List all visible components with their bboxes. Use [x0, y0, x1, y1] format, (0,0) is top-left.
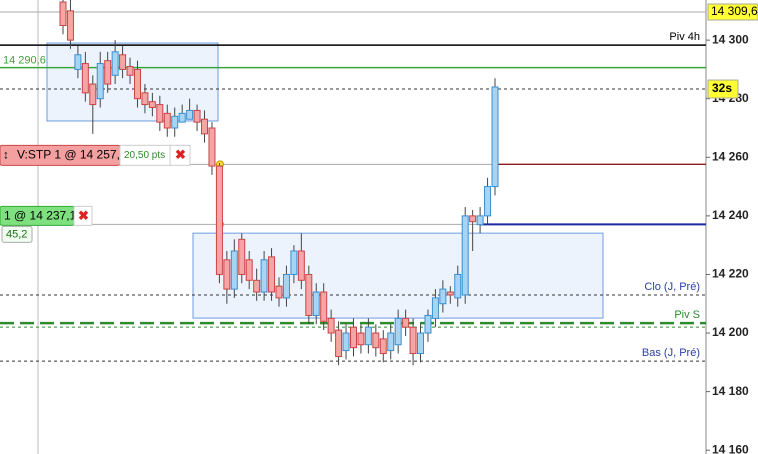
candle-body: [238, 238, 246, 275]
candle-body: [163, 112, 171, 129]
candle-body: [230, 250, 238, 290]
candle-body: [402, 317, 410, 328]
pnl-box: [1, 225, 33, 243]
candle-body: [208, 127, 216, 167]
candle-body: [104, 60, 112, 85]
candle-body: [431, 297, 439, 319]
pnl-label: 45,2: [6, 228, 27, 240]
stop-label: V:STP 1 @ 14 257,6: [17, 147, 127, 161]
candle-body: [260, 259, 268, 293]
candle-body: [141, 92, 149, 106]
candle-body: [59, 1, 67, 26]
candle-body: [335, 329, 343, 357]
candle-body: [156, 104, 164, 123]
y-tick-label: 14 200: [712, 325, 749, 339]
y-tick-label: 14 180: [712, 384, 749, 398]
y-tick-label: 14 240: [712, 208, 749, 222]
candle-body: [282, 273, 290, 299]
candle-body: [253, 279, 261, 293]
stop-icon: ↕: [3, 147, 9, 161]
close-icon: ✖: [175, 147, 186, 162]
y-tick-label: 14 260: [712, 149, 749, 163]
candle-body: [409, 326, 417, 355]
candle-body: [439, 288, 447, 305]
candle-body: [476, 215, 484, 226]
candle-body: [394, 317, 402, 346]
close-btn[interactable]: [169, 144, 191, 166]
candle-body: [111, 51, 119, 76]
level-label: Clo (J, Pré): [644, 281, 700, 293]
candle-body: [342, 332, 350, 352]
candle-body: [312, 291, 320, 316]
candle-body: [290, 250, 298, 275]
candle-body: [454, 273, 462, 299]
candle-body: [446, 291, 454, 296]
candle-body: [133, 68, 141, 100]
price-label: 14 309,6: [711, 4, 758, 18]
candle-body: [417, 332, 425, 355]
position-label: 1 @ 14 237,1: [4, 209, 77, 223]
candle-body: [223, 259, 231, 290]
candle-body: [74, 54, 82, 70]
candle-body: [201, 118, 209, 135]
current-box: [707, 79, 739, 99]
candle-body: [89, 83, 97, 106]
candle-body: [387, 332, 395, 352]
close-icon: ✖: [78, 208, 89, 223]
level-label: Piv S: [674, 309, 700, 321]
level-label: Bas (J, Pré): [642, 347, 700, 359]
candle-body: [491, 86, 499, 188]
candle-body: [119, 54, 127, 70]
candle-body: [66, 10, 74, 41]
candle-body: [215, 165, 223, 275]
candle-body: [148, 101, 156, 108]
candle-body: [461, 215, 469, 296]
candle-body: [320, 291, 328, 322]
candle-body: [372, 332, 380, 349]
stop-distance: 20,50 pts: [124, 150, 165, 161]
candle-body: [379, 338, 387, 355]
candle-body: [245, 259, 253, 281]
candle-body: [349, 326, 357, 349]
candle-body: [96, 63, 104, 100]
candle-body: [327, 317, 335, 334]
level-label: Piv 4h: [669, 31, 700, 43]
candle-body: [305, 273, 313, 316]
candle-body: [81, 63, 89, 94]
close-btn[interactable]: [73, 205, 93, 226]
candle-body: [178, 112, 186, 123]
y-tick-label: 14 160: [712, 442, 749, 454]
candle-body: [484, 186, 492, 217]
candle-body: [193, 109, 201, 123]
level-label: 14 290,6: [3, 55, 46, 67]
candle-body: [357, 332, 365, 346]
price-box: [707, 3, 758, 21]
candle-body: [126, 65, 134, 76]
y-tick-label: 14 220: [712, 267, 749, 281]
candle-body: [364, 326, 372, 346]
candle-body: [297, 250, 305, 281]
zone: [46, 42, 219, 122]
candle-body: [424, 314, 432, 334]
current-label: 32s: [712, 81, 732, 95]
candle-body: [186, 109, 194, 120]
zone: [192, 232, 604, 319]
candle-body: [268, 256, 276, 293]
candle-body: [171, 115, 179, 129]
y-tick-label: 14 300: [712, 32, 749, 46]
candle-body: [275, 285, 283, 299]
candle-body: [469, 215, 477, 223]
